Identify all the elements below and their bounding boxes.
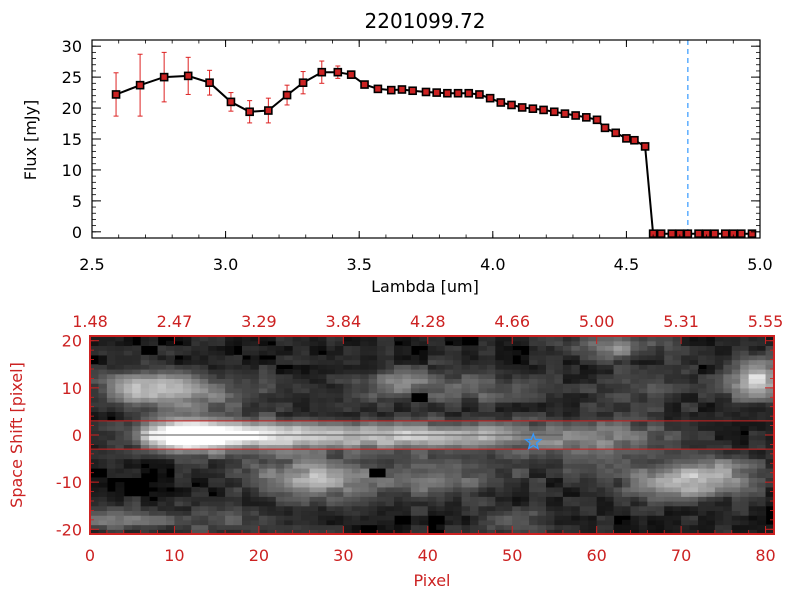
y-tick-label: -20	[56, 520, 82, 539]
y-tick-label: 10	[62, 379, 82, 398]
x-tick-label: 10	[164, 546, 184, 565]
data-point	[421, 87, 431, 97]
top-wavelength-tick-label: 5.00	[579, 312, 615, 331]
data-point	[622, 134, 631, 143]
top-wavelength-tick-label: 4.66	[494, 312, 530, 331]
data-point	[453, 88, 463, 98]
y-tick-label: -10	[56, 473, 82, 492]
y-tick-label: 0	[72, 223, 82, 242]
data-point	[683, 229, 693, 238]
y-tick-label: 15	[62, 130, 82, 149]
data-point	[747, 229, 757, 238]
x-tick-label: 0	[85, 546, 95, 565]
data-point	[432, 88, 441, 97]
x-tick-label: 4.5	[614, 255, 639, 274]
x-tick-label: 5.0	[747, 255, 772, 274]
data-point	[245, 107, 254, 117]
top-wavelength-tick-label: 5.55	[748, 312, 784, 331]
data-point	[694, 229, 703, 238]
top-wavelength-tick-label: 4.28	[410, 312, 446, 331]
data-point	[373, 84, 383, 94]
data-point	[360, 80, 369, 89]
data-point	[282, 90, 292, 100]
image-overlays	[90, 420, 774, 450]
data-point	[485, 93, 495, 103]
top-wavelength-tick-label: 2.47	[157, 312, 193, 331]
spectrum-axes: 2.5 3.0 3.5 4.0 4.5 5.0 0 5 10 15 20 25 30	[62, 37, 773, 274]
data-point	[528, 104, 538, 113]
x-tick-label: 30	[333, 546, 353, 565]
image-axes: 0 10 20 30 40 50 60 70 80 1.48 2.47 3.29 3.84 4.28 4.6…	[56, 312, 784, 565]
data-point	[464, 88, 474, 98]
data-point	[183, 71, 193, 81]
y-axis-label-space-shift: Space Shift [pixel]	[7, 362, 26, 508]
data-point	[135, 80, 145, 90]
data-point	[397, 85, 407, 94]
y-tick-label: 20	[62, 99, 82, 118]
data-point	[736, 229, 746, 238]
chart-title: 2201099.72	[365, 9, 486, 33]
y-tick-label: 30	[62, 37, 82, 56]
data-point	[443, 88, 452, 98]
x-tick-label: 3.0	[213, 255, 238, 274]
data-point	[346, 70, 356, 79]
top-wavelength-tick-label: 1.48	[72, 312, 108, 331]
x-axis-label: Lambda [um]	[371, 277, 479, 296]
top-wavelength-tick-label: 5.31	[663, 312, 699, 331]
y-tick-label: 0	[72, 426, 82, 445]
data-point	[592, 115, 602, 125]
spectrum-plot-area	[111, 40, 757, 238]
y-tick-label: 5	[72, 192, 82, 211]
y-tick-label: 20	[62, 332, 82, 351]
data-point	[205, 78, 214, 87]
data-point	[630, 135, 639, 145]
data-point	[226, 97, 236, 107]
data-point	[333, 67, 343, 77]
x-tick-label: 40	[418, 546, 438, 565]
data-point	[560, 109, 570, 118]
x-tick-label: 2.5	[79, 255, 104, 274]
x-axis-label-pixel: Pixel	[413, 571, 450, 590]
data-point	[571, 111, 580, 120]
data-point	[408, 86, 417, 96]
data-point	[386, 85, 396, 95]
y-tick-label: 10	[62, 161, 82, 180]
data-point	[317, 67, 327, 77]
data-point	[496, 98, 506, 107]
data-point	[517, 103, 527, 112]
spectrum-plot: 2201099.72 2.5 3.0 3.5 4.0 4.5 5.0 0 5 10 15 20 25 3…	[21, 9, 773, 296]
x-tick-label: 50	[502, 546, 522, 565]
data-point	[549, 107, 559, 117]
x-tick-label: 3.5	[346, 255, 371, 274]
data-point	[539, 105, 548, 115]
y-tick-label: 25	[62, 68, 82, 87]
data-point	[507, 100, 516, 110]
data-point	[159, 72, 169, 82]
y-axis-label: Flux [mJy]	[21, 100, 40, 181]
top-wavelength-tick-label: 3.29	[241, 312, 277, 331]
data-point	[600, 123, 610, 133]
data-point	[111, 90, 121, 99]
data-point	[298, 78, 308, 87]
data-point	[582, 113, 591, 122]
x-tick-label: 60	[586, 546, 606, 565]
star-marker	[523, 432, 543, 450]
x-tick-label: 80	[755, 546, 775, 565]
data-point	[667, 229, 677, 238]
data-point	[264, 106, 273, 115]
data-point	[720, 229, 730, 238]
plot-frame	[91, 39, 761, 239]
data-point	[475, 90, 484, 99]
data-point	[611, 128, 621, 138]
data-point	[640, 142, 650, 151]
top-wavelength-tick-label: 3.84	[326, 312, 362, 331]
data-point	[710, 229, 719, 238]
x-tick-label: 20	[249, 546, 269, 565]
x-tick-label: 4.0	[480, 255, 505, 274]
data-point	[656, 229, 666, 238]
spectral-image-panel: 0 10 20 30 40 50 60 70 80 1.48 2.47 3.29 3.84 4.28 4.6…	[7, 312, 783, 590]
x-tick-label: 70	[671, 546, 691, 565]
